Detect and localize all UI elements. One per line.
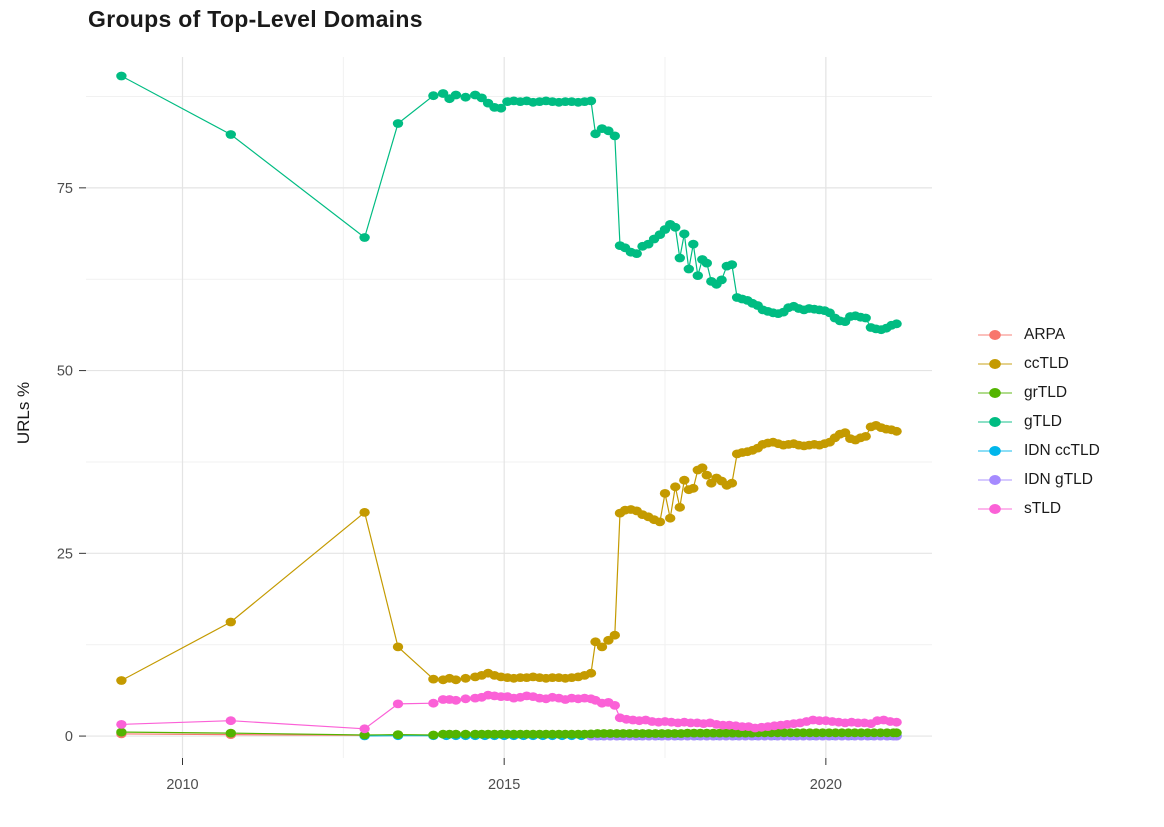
legend-item-ccTLD: ccTLD <box>978 349 1100 378</box>
legend: ARPA ccTLD grTLD gTLD IDN ccTLD IDN gTLD sTLD <box>978 320 1100 523</box>
legend-item-label: sTLD <box>1024 499 1062 517</box>
legend-key-icon <box>978 445 1012 456</box>
legend-item-label: ccTLD <box>1024 354 1069 372</box>
legend-item-ARPA: ARPA <box>978 320 1100 349</box>
legend-key-icon <box>978 474 1012 485</box>
legend-item-gTLD: gTLD <box>978 407 1100 436</box>
series-sTLD <box>116 690 902 734</box>
legend-item-grTLD: grTLD <box>978 378 1100 407</box>
legend-item-label: gTLD <box>1024 412 1062 430</box>
series-gTLD <box>116 71 902 335</box>
x-axis: 2010 2015 2020 <box>166 758 842 793</box>
svg-text:2010: 2010 <box>166 777 198 793</box>
legend-item-label: IDN gTLD <box>1024 470 1093 488</box>
legend-key-icon <box>978 416 1012 427</box>
svg-text:75: 75 <box>57 181 73 197</box>
legend-item-label: IDN ccTLD <box>1024 441 1100 459</box>
y-axis: 0 25 50 75 <box>57 181 86 745</box>
legend-key-icon <box>978 387 1012 398</box>
svg-text:2015: 2015 <box>488 777 520 793</box>
legend-item-sTLD: sTLD <box>978 494 1100 523</box>
series-ccTLD <box>116 421 902 685</box>
svg-text:50: 50 <box>57 364 73 380</box>
chart-title: Groups of Top-Level Domains <box>88 6 423 32</box>
legend-item-label: ARPA <box>1024 325 1066 343</box>
gridlines <box>86 57 932 758</box>
svg-text:25: 25 <box>57 546 73 562</box>
legend-key-icon <box>978 329 1012 340</box>
legend-item-IDN-ccTLD: IDN ccTLD <box>978 436 1100 465</box>
series-grTLD <box>116 727 902 740</box>
svg-text:2020: 2020 <box>810 777 842 793</box>
legend-key-icon <box>978 503 1012 514</box>
legend-key-icon <box>978 358 1012 369</box>
svg-text:0: 0 <box>65 729 73 745</box>
legend-item-IDN-gTLD: IDN gTLD <box>978 465 1100 494</box>
legend-item-label: grTLD <box>1024 383 1068 401</box>
